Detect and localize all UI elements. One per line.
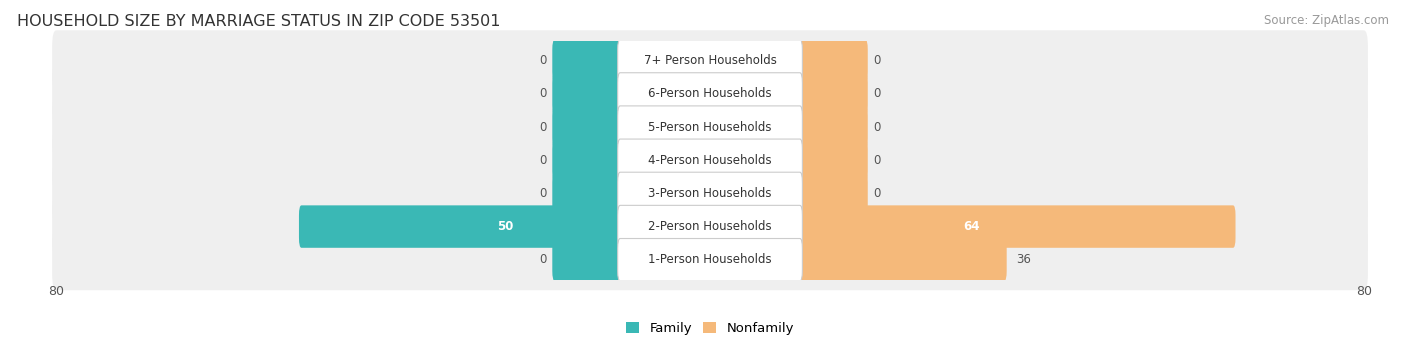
Text: 64: 64 xyxy=(963,220,980,233)
FancyBboxPatch shape xyxy=(797,106,868,148)
Text: 1-Person Households: 1-Person Households xyxy=(648,253,772,266)
FancyBboxPatch shape xyxy=(52,63,1368,124)
FancyBboxPatch shape xyxy=(617,139,803,181)
Text: 6-Person Households: 6-Person Households xyxy=(648,87,772,101)
FancyBboxPatch shape xyxy=(52,229,1368,290)
FancyBboxPatch shape xyxy=(52,163,1368,224)
Text: Source: ZipAtlas.com: Source: ZipAtlas.com xyxy=(1264,14,1389,27)
Text: 0: 0 xyxy=(540,187,547,200)
FancyBboxPatch shape xyxy=(617,205,803,248)
Text: 3-Person Households: 3-Person Households xyxy=(648,187,772,200)
Text: HOUSEHOLD SIZE BY MARRIAGE STATUS IN ZIP CODE 53501: HOUSEHOLD SIZE BY MARRIAGE STATUS IN ZIP… xyxy=(17,14,501,29)
FancyBboxPatch shape xyxy=(299,205,713,248)
Text: 0: 0 xyxy=(873,187,880,200)
FancyBboxPatch shape xyxy=(617,73,803,115)
FancyBboxPatch shape xyxy=(52,130,1368,191)
FancyBboxPatch shape xyxy=(52,97,1368,158)
FancyBboxPatch shape xyxy=(617,106,803,148)
FancyBboxPatch shape xyxy=(797,73,868,115)
FancyBboxPatch shape xyxy=(553,139,623,181)
FancyBboxPatch shape xyxy=(797,172,868,214)
Text: 0: 0 xyxy=(540,121,547,134)
FancyBboxPatch shape xyxy=(797,40,868,82)
FancyBboxPatch shape xyxy=(553,73,623,115)
FancyBboxPatch shape xyxy=(553,172,623,214)
FancyBboxPatch shape xyxy=(553,238,623,281)
Text: 2-Person Households: 2-Person Households xyxy=(648,220,772,233)
FancyBboxPatch shape xyxy=(617,238,803,281)
Text: 5-Person Households: 5-Person Households xyxy=(648,121,772,134)
Text: 0: 0 xyxy=(873,121,880,134)
Text: 0: 0 xyxy=(873,87,880,101)
Text: 0: 0 xyxy=(540,154,547,167)
FancyBboxPatch shape xyxy=(617,40,803,82)
FancyBboxPatch shape xyxy=(52,30,1368,91)
Text: 4-Person Households: 4-Person Households xyxy=(648,154,772,167)
FancyBboxPatch shape xyxy=(553,106,623,148)
Text: 0: 0 xyxy=(540,253,547,266)
Legend: Family, Nonfamily: Family, Nonfamily xyxy=(620,316,800,340)
FancyBboxPatch shape xyxy=(707,238,1007,281)
Text: 50: 50 xyxy=(498,220,515,233)
Text: 36: 36 xyxy=(1017,253,1032,266)
Text: 0: 0 xyxy=(873,54,880,67)
FancyBboxPatch shape xyxy=(797,139,868,181)
Text: 0: 0 xyxy=(873,154,880,167)
Text: 0: 0 xyxy=(540,54,547,67)
FancyBboxPatch shape xyxy=(617,172,803,214)
Text: 7+ Person Households: 7+ Person Households xyxy=(644,54,776,67)
FancyBboxPatch shape xyxy=(553,40,623,82)
Text: 0: 0 xyxy=(540,87,547,101)
FancyBboxPatch shape xyxy=(707,205,1236,248)
FancyBboxPatch shape xyxy=(52,196,1368,257)
